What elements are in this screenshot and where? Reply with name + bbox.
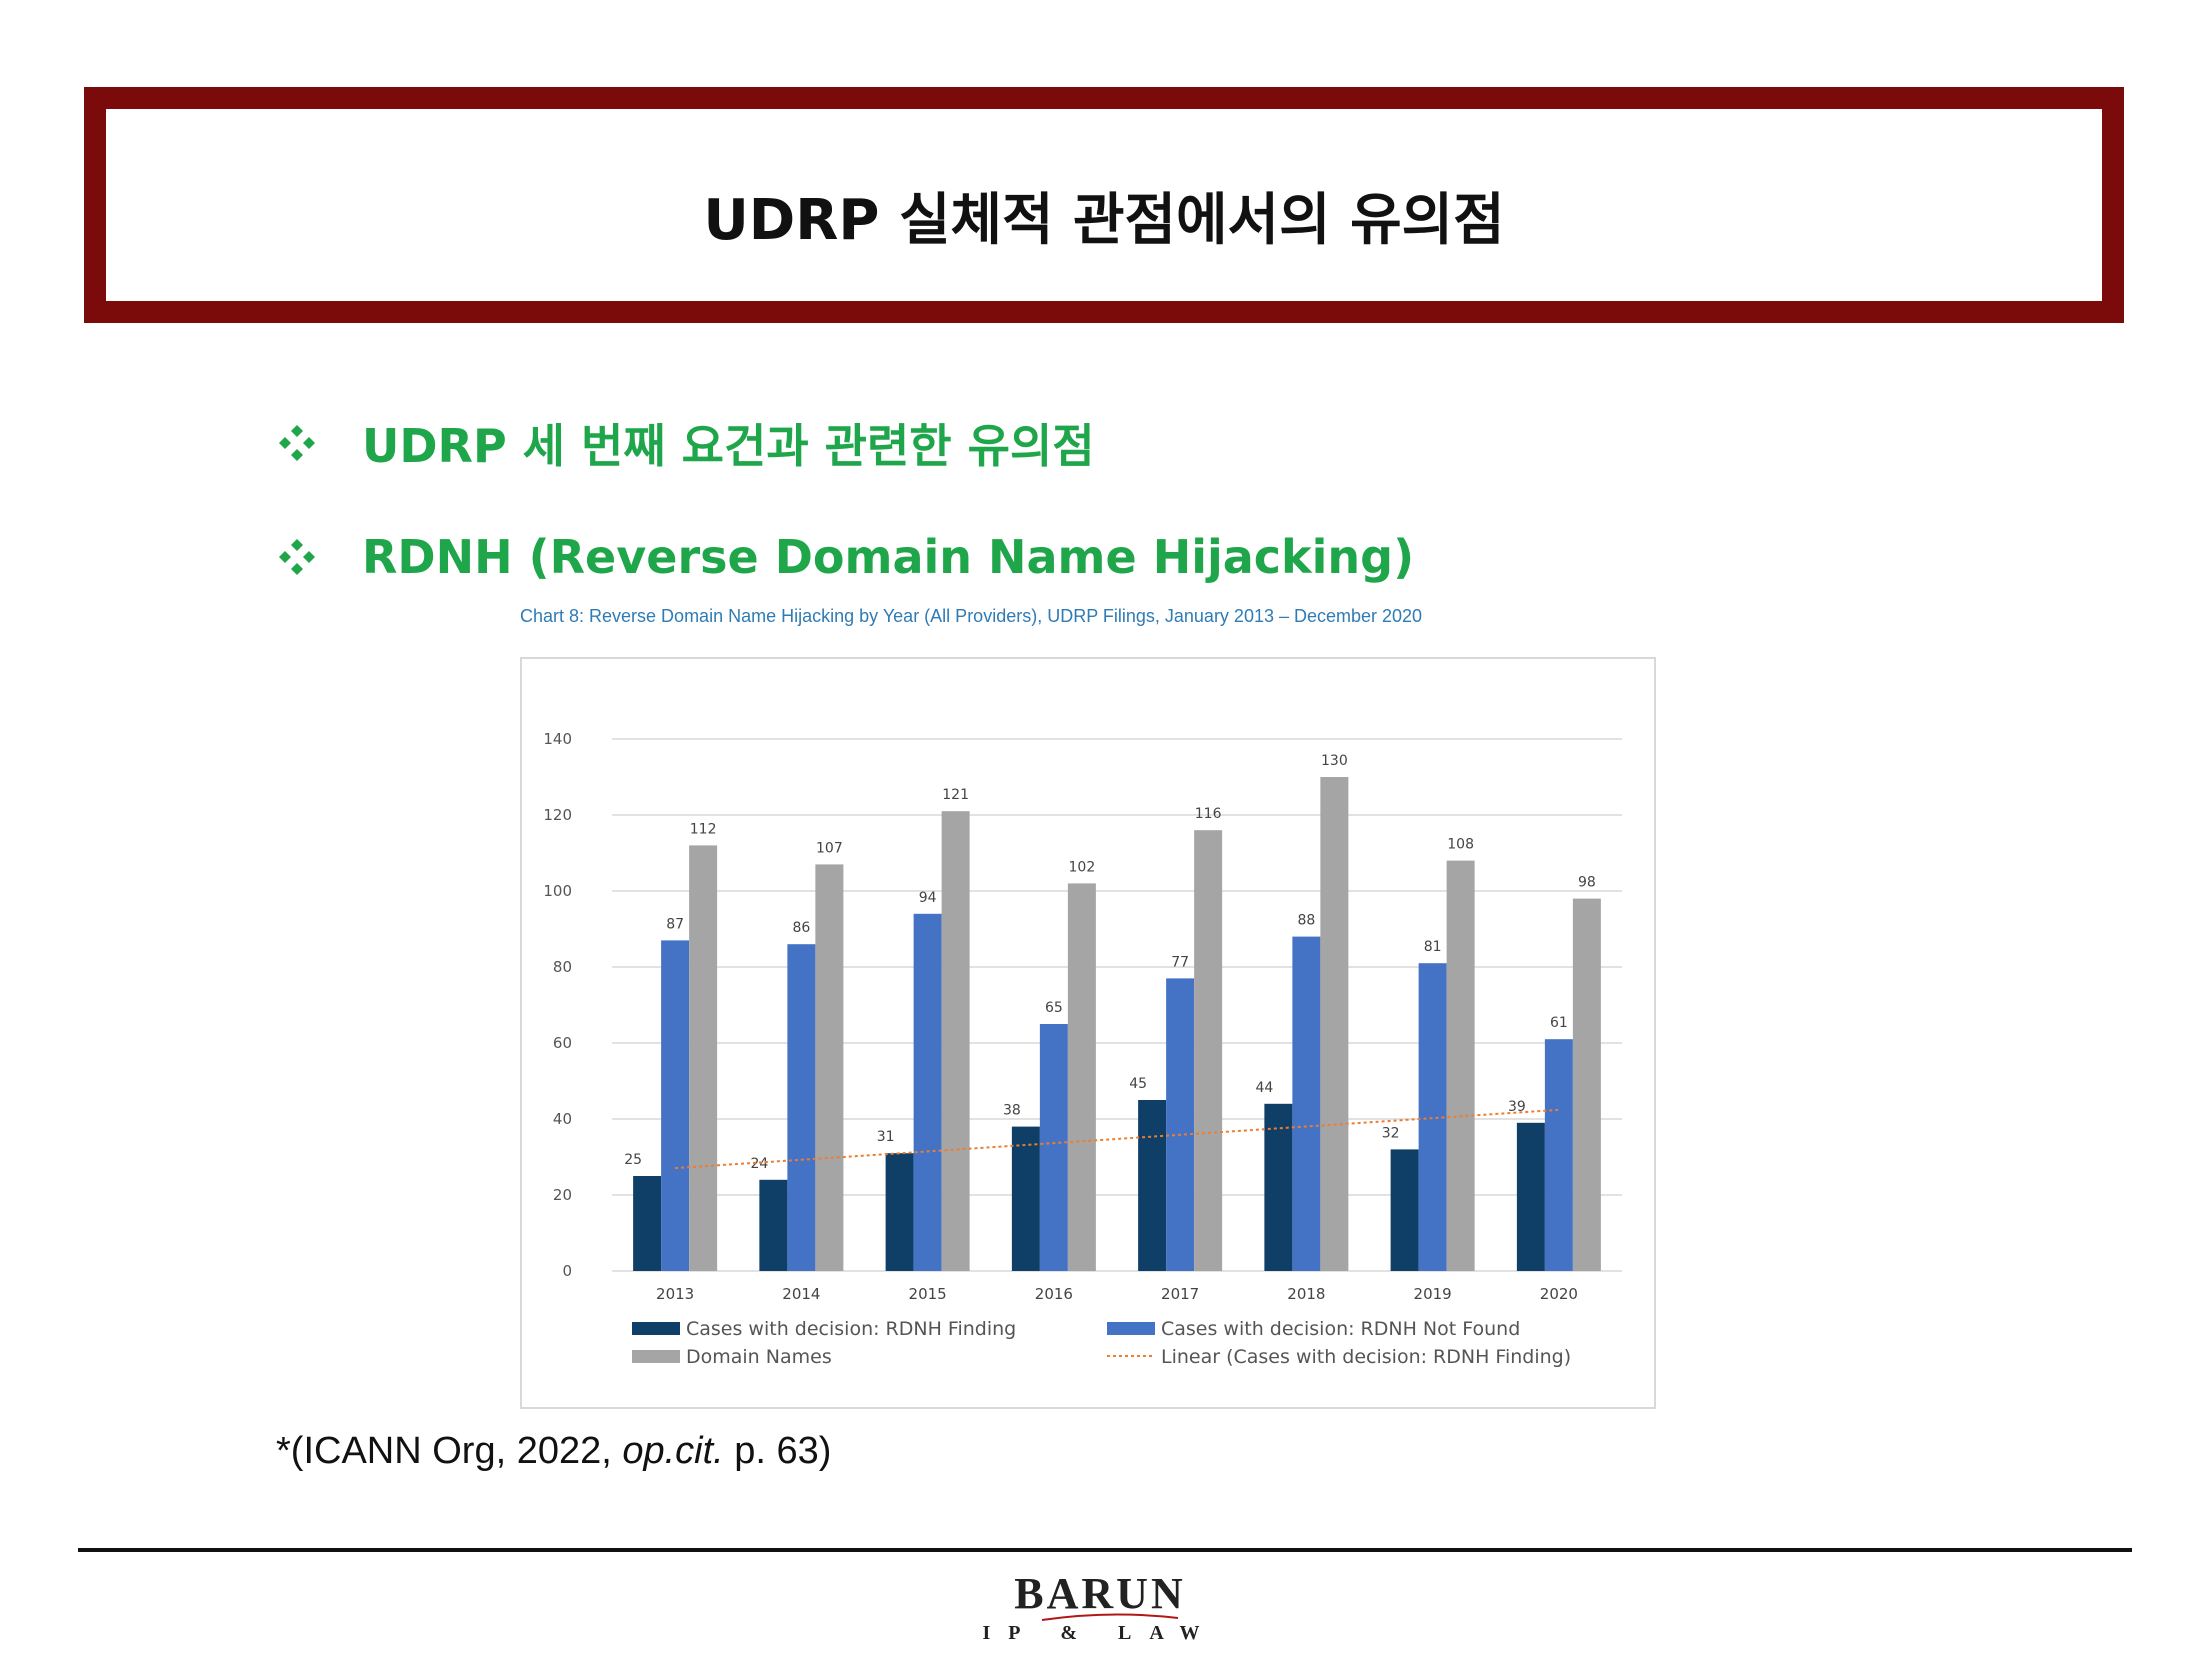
- data-label: 88: [1297, 913, 1315, 929]
- bar: [1292, 936, 1321, 1271]
- logo-barun: BARUN: [1014, 1569, 1186, 1618]
- data-label: 32: [1382, 1125, 1400, 1141]
- bar: [787, 944, 816, 1271]
- bar: [1516, 1122, 1545, 1271]
- legend-label: Cases with decision: RDNH Not Found: [1161, 1318, 1520, 1340]
- bullet-text: RDNH (Reverse Domain Name Hijacking): [362, 530, 1415, 584]
- bar: [1011, 1126, 1040, 1271]
- bar: [759, 1179, 788, 1271]
- bar: [1067, 883, 1096, 1271]
- data-label: 86: [792, 920, 810, 936]
- bar: [1264, 1103, 1293, 1271]
- bar: [941, 811, 970, 1271]
- data-label: 45: [1129, 1076, 1147, 1092]
- logo-swoosh-icon: [1041, 1613, 1179, 1621]
- bar: [1194, 830, 1223, 1271]
- data-label: 108: [1447, 837, 1474, 853]
- legend-label: Linear (Cases with decision: RDNH Findin…: [1161, 1346, 1571, 1368]
- x-tick-label: 2013: [656, 1285, 694, 1303]
- data-label: 81: [1424, 939, 1442, 955]
- bar: [1572, 898, 1601, 1271]
- slide-title: UDRP 실체적 관점에서의 유의점: [703, 188, 1505, 253]
- y-tick-label: 60: [553, 1034, 572, 1052]
- legend-swatch: [632, 1322, 680, 1335]
- bar: [633, 1176, 662, 1271]
- data-label: 130: [1321, 753, 1348, 769]
- x-tick-label: 2016: [1035, 1285, 1073, 1303]
- x-tick-label: 2014: [782, 1285, 820, 1303]
- bar: [1390, 1149, 1419, 1271]
- y-tick-label: 140: [543, 730, 572, 748]
- data-label: 24: [750, 1156, 768, 1172]
- data-label: 94: [919, 890, 937, 906]
- y-tick-label: 20: [553, 1186, 572, 1204]
- x-tick-label: 2018: [1287, 1285, 1325, 1303]
- bullet-text: UDRP 세 번째 요건과 관련한 유의점: [362, 419, 1095, 473]
- chart-container: 0 20 40 60 80 100 120 140 25 87 112 2013 24 86 107 2014…: [520, 657, 1656, 1409]
- diamond-bullet-icon: [279, 539, 315, 575]
- source-prefix: *(ICANN Org, 2022,: [276, 1430, 623, 1472]
- diamond-bullet-icon: [279, 425, 315, 461]
- bar: [815, 864, 844, 1271]
- legend-label: Cases with decision: RDNH Finding: [686, 1318, 1016, 1340]
- trendline: [675, 1108, 1559, 1170]
- data-label: 107: [816, 840, 843, 856]
- legend-swatch: [632, 1350, 680, 1363]
- x-tick-label: 2020: [1540, 1285, 1578, 1303]
- y-tick-label: 40: [553, 1110, 572, 1128]
- y-tick-label: 0: [562, 1262, 572, 1280]
- data-label: 112: [690, 821, 717, 837]
- data-label: 61: [1550, 1015, 1568, 1031]
- data-label: 65: [1045, 1000, 1063, 1016]
- data-label: 44: [1255, 1080, 1273, 1096]
- chart-caption: Chart 8: Reverse Domain Name Hijacking b…: [520, 606, 1423, 626]
- bullet-rdnh: RDNH (Reverse Domain Name Hijacking): [276, 530, 1414, 584]
- data-label: 102: [1069, 859, 1096, 875]
- bar: [885, 1153, 914, 1271]
- y-tick-label: 100: [543, 882, 572, 900]
- data-label: 39: [1508, 1099, 1526, 1115]
- legend-label: Domain Names: [686, 1346, 832, 1368]
- bar: [913, 913, 942, 1271]
- data-label: 116: [1195, 806, 1222, 822]
- source-suffix: p. 63): [723, 1430, 832, 1472]
- y-tick-label: 120: [543, 806, 572, 824]
- title-frame: UDRP 실체적 관점에서의 유의점: [84, 87, 2124, 323]
- footer-divider: [78, 1548, 2132, 1552]
- bullet-udrp-third-requirement: UDRP 세 번째 요건과 관련한 유의점: [276, 410, 1095, 476]
- data-label: 98: [1578, 875, 1596, 891]
- y-tick-label: 80: [553, 958, 572, 976]
- bar: [661, 940, 690, 1271]
- data-label: 121: [942, 787, 969, 803]
- bar: [1544, 1039, 1573, 1271]
- x-tick-label: 2019: [1414, 1285, 1452, 1303]
- data-label: 31: [877, 1129, 895, 1145]
- source-note: *(ICANN Org, 2022, op.cit. p. 63): [276, 1430, 831, 1473]
- rdnh-bar-chart: 0 20 40 60 80 100 120 140 25 87 112 2013 24 86 107 2014…: [543, 730, 1622, 1368]
- legend-swatch: [1107, 1322, 1155, 1335]
- x-tick-label: 2017: [1161, 1285, 1199, 1303]
- bar: [1039, 1024, 1068, 1271]
- logo-ip-law: IP & LAW: [982, 1622, 1218, 1644]
- source-italic: op.cit.: [622, 1430, 724, 1472]
- bar: [689, 845, 718, 1271]
- bar: [1320, 777, 1349, 1271]
- bar: [1138, 1100, 1167, 1271]
- data-label: 25: [624, 1152, 642, 1168]
- bar: [1166, 978, 1195, 1271]
- data-label: 77: [1171, 954, 1189, 970]
- data-label: 38: [1003, 1103, 1021, 1119]
- bar: [1446, 860, 1475, 1271]
- x-tick-label: 2015: [909, 1285, 947, 1303]
- data-label: 87: [666, 916, 684, 932]
